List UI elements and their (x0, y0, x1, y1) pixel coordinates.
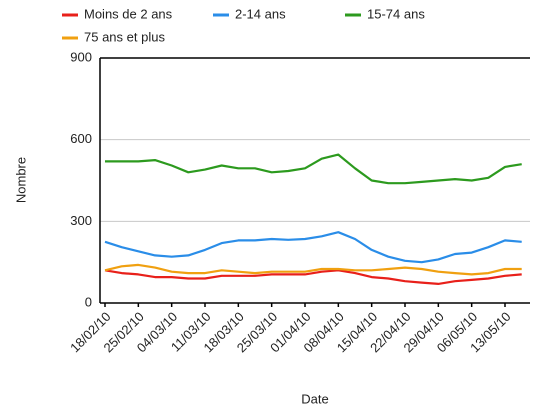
legend-label: 75 ans et plus (84, 29, 165, 44)
y-tick-label: 300 (70, 213, 92, 228)
legend-label: Moins de 2 ans (84, 6, 173, 21)
series-line (104, 263, 522, 276)
y-tick-label: 600 (70, 131, 92, 146)
y-tick-label: 900 (70, 49, 92, 64)
legend-label: 2-14 ans (235, 6, 286, 21)
y-tick-label: 0 (85, 294, 92, 309)
legend-label: 15-74 ans (367, 6, 425, 21)
x-axis-label: Date (301, 391, 328, 406)
series-line (105, 153, 522, 185)
series-line (104, 269, 522, 285)
y-axis-label: Nombre (13, 157, 28, 203)
series-line (104, 231, 522, 264)
